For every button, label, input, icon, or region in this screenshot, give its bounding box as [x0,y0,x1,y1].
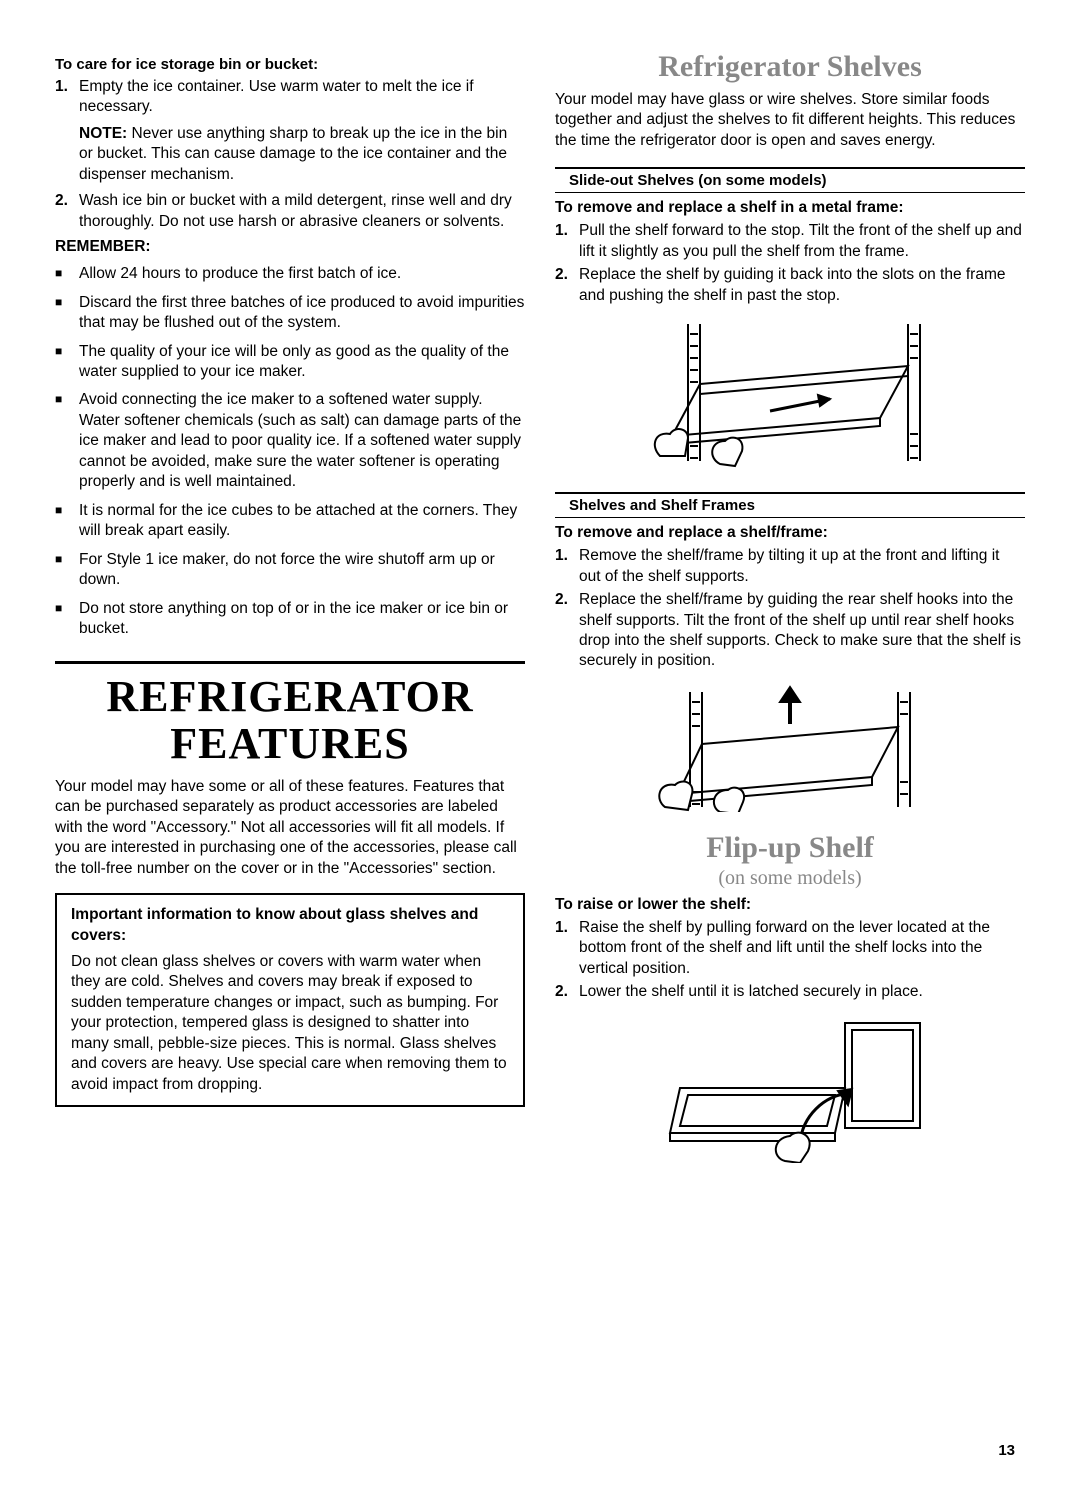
remember-item: For Style 1 ice maker, do not force the … [55,550,525,591]
remember-item: The quality of your ice will be only as … [55,342,525,383]
shelf-frames-label: Shelves and Shelf Frames [555,497,1025,514]
care-step-2: 2. Wash ice bin or bucket with a mild de… [55,191,525,232]
metal-frame-heading: To remove and replace a shelf in a metal… [555,199,1025,217]
remember-list: Allow 24 hours to produce the first batc… [55,264,525,639]
right-column: Refrigerator Shelves Your model may have… [555,50,1025,1182]
shelf-frame-steps: 1.Remove the shelf/frame by tilting it u… [555,546,1025,672]
list-item: 1.Pull the shelf forward to the stop. Ti… [555,221,1025,262]
metal-frame-steps: 1.Pull the shelf forward to the stop. Ti… [555,221,1025,306]
list-item: 2.Lower the shelf until it is latched se… [555,982,1025,1002]
section-divider [55,661,525,664]
remember-heading: REMEMBER: [55,238,525,256]
remember-item: Allow 24 hours to produce the first batc… [55,264,525,284]
care-heading: To care for ice storage bin or bucket: [55,56,525,73]
remember-item: It is normal for the ice cubes to be att… [55,501,525,542]
features-intro: Your model may have some or all of these… [55,777,525,879]
rule [555,167,1025,169]
remember-item: Discard the first three batches of ice p… [55,293,525,334]
slide-shelf-illustration [555,316,1025,476]
list-item: 2.Replace the shelf by guiding it back i… [555,265,1025,306]
rule [555,192,1025,193]
care-step-2-wrap: 2. Wash ice bin or bucket with a mild de… [55,191,525,232]
shelves-intro: Your model may have glass or wire shelve… [555,90,1025,151]
care-step-1-wrap: 1. Empty the ice container. Use warm wat… [55,77,525,118]
glass-warning-body: Do not clean glass shelves or covers wit… [71,952,509,1095]
page-number: 13 [55,1442,1025,1459]
flip-up-sub: (on some models) [555,867,1025,890]
glass-warning-heading: Important information to know about glas… [71,905,509,946]
list-item: 1.Raise the shelf by pulling forward on … [555,918,1025,979]
two-column-layout: To care for ice storage bin or bucket: 1… [55,50,1025,1182]
remember-item: Avoid connecting the ice maker to a soft… [55,390,525,492]
raise-lower-heading: To raise or lower the shelf: [555,896,1025,914]
rule [555,492,1025,494]
raise-lower-steps: 1.Raise the shelf by pulling forward on … [555,918,1025,1003]
remember-item: Do not store anything on top of or in th… [55,599,525,640]
care-step-1: 1. Empty the ice container. Use warm wat… [55,77,525,118]
list-item: 1.Remove the shelf/frame by tilting it u… [555,546,1025,587]
page-root: To care for ice storage bin or bucket: 1… [0,0,1080,1489]
rule [555,517,1025,518]
shelf-frame-illustration [555,682,1025,817]
slide-out-label: Slide-out Shelves (on some models) [555,172,1025,189]
features-main-heading: REFRIGERATOR FEATURES [55,674,525,766]
glass-warning-box: Important information to know about glas… [55,893,525,1107]
flip-up-illustration [555,1013,1025,1168]
flip-up-heading: Flip-up Shelf [555,831,1025,865]
shelf-frame-heading: To remove and replace a shelf/frame: [555,524,1025,542]
care-note: NOTE: Never use anything sharp to break … [79,124,525,185]
refrigerator-shelves-heading: Refrigerator Shelves [555,50,1025,84]
left-column: To care for ice storage bin or bucket: 1… [55,50,525,1182]
list-item: 2.Replace the shelf/frame by guiding the… [555,590,1025,672]
